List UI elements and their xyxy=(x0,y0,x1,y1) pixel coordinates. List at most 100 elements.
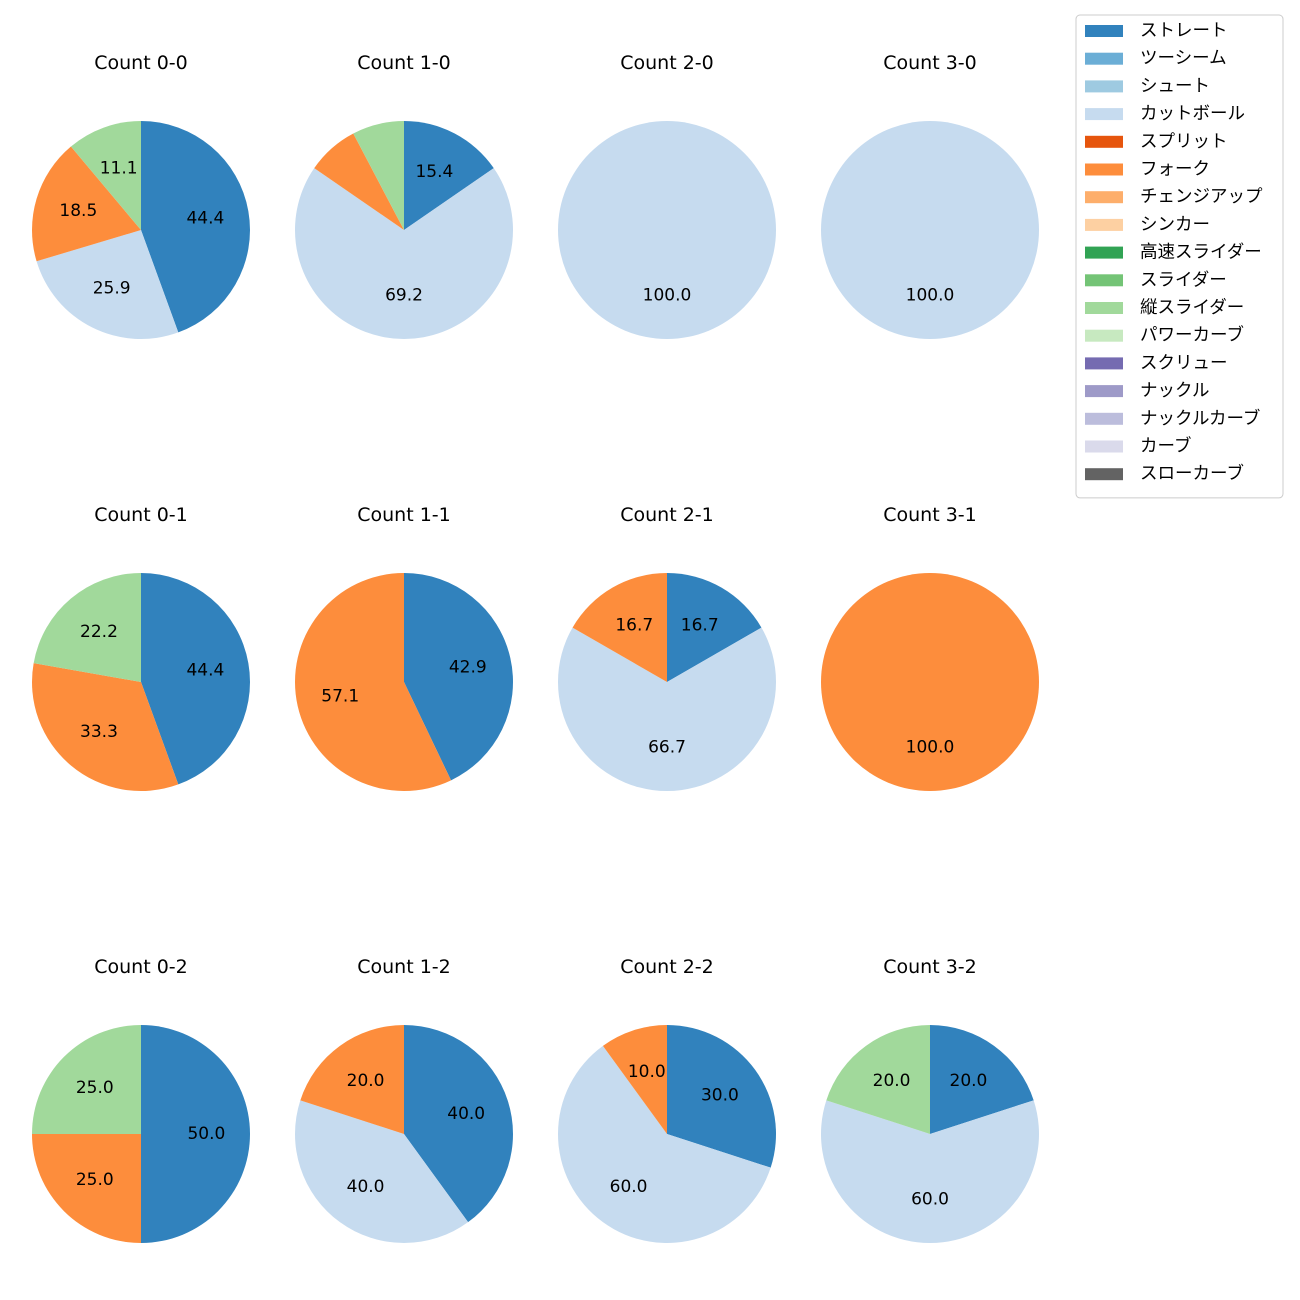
legend-label: フォーク xyxy=(1140,160,1210,180)
slice-フォーク xyxy=(314,133,404,230)
slice-カットボール xyxy=(36,230,179,339)
slice-label: 25.0 xyxy=(76,1078,114,1098)
legend: ストレートツーシームシュートカットボールスプリットフォークチェンジアップシンカー… xyxy=(1075,14,1284,499)
legend-swatch xyxy=(1085,52,1123,65)
slice-カットボール xyxy=(295,168,513,339)
slice-label: 50.0 xyxy=(187,1124,225,1144)
legend-item: シュート xyxy=(1085,76,1210,96)
pie-title: Count 1-1 xyxy=(357,504,451,526)
legend-swatch xyxy=(1085,274,1123,287)
legend-label: カーブ xyxy=(1140,436,1191,457)
slice-ストレート xyxy=(930,1025,1034,1134)
slice-label: 22.2 xyxy=(80,622,118,642)
pie-title: Count 0-0 xyxy=(94,52,188,74)
slice-ストレート xyxy=(141,121,250,333)
pie-count-3-0: Count 3-0 100.0 xyxy=(821,52,1039,339)
slice-カットボール xyxy=(557,627,776,791)
legend-label: 高速スライダー xyxy=(1140,243,1262,263)
slice-縦スライダー xyxy=(70,121,141,230)
slice-フォーク xyxy=(300,1025,404,1134)
legend-item: シンカー xyxy=(1085,215,1210,235)
slice-label: 100.0 xyxy=(906,737,955,757)
slice-label: 20.0 xyxy=(873,1071,911,1091)
legend-swatch xyxy=(1085,329,1123,342)
legend-label: シュート xyxy=(1140,76,1210,96)
pie-count-1-1: Count 1-1 42.9 57.1 xyxy=(295,504,513,791)
slice-label: 18.5 xyxy=(59,201,97,221)
slice-カットボール xyxy=(294,1100,469,1243)
pie-count-1-0: Count 1-0 15.4 69.2 xyxy=(295,52,513,339)
slice-label: 57.1 xyxy=(321,686,359,706)
slice-label: 44.4 xyxy=(186,209,224,229)
legend-label: シンカー xyxy=(1140,215,1210,235)
legend-item: スローカーブ xyxy=(1085,463,1244,484)
legend-item: ナックルカーブ xyxy=(1085,408,1260,429)
slice-label: 10.0 xyxy=(628,1062,666,1082)
pie-count-1-2: Count 1-2 40.0 40.0 20.0 xyxy=(294,956,513,1243)
slice-label: 69.2 xyxy=(385,285,423,305)
legend-label: チェンジアップ xyxy=(1140,187,1263,207)
slice-label: 100.0 xyxy=(643,285,692,305)
slice-縦スライダー xyxy=(353,120,404,230)
legend-item: スライダー xyxy=(1085,270,1227,290)
slice-フォーク xyxy=(32,146,141,262)
slice-ストレート xyxy=(404,1025,513,1223)
slice-label: 11.1 xyxy=(100,159,138,179)
legend-swatch xyxy=(1085,80,1123,93)
slice-ストレート xyxy=(667,573,762,682)
slice-label: 40.0 xyxy=(447,1104,485,1124)
slice-label: 20.0 xyxy=(950,1071,988,1091)
legend-swatch xyxy=(1085,302,1123,314)
slice-label: 60.0 xyxy=(911,1189,949,1209)
legend-swatch xyxy=(1085,412,1123,425)
slice-label: 20.0 xyxy=(347,1071,385,1091)
pie-title: Count 3-0 xyxy=(883,52,977,74)
pie-count-3-1: Count 3-1 100.0 xyxy=(821,504,1039,791)
slice-カットボール xyxy=(558,121,776,339)
pie-count-0-2: Count 0-2 50.0 25.0 25.0 xyxy=(32,956,250,1243)
legend-item: カットボール xyxy=(1085,104,1245,124)
slice-フォーク xyxy=(295,573,452,791)
legend-swatch xyxy=(1085,357,1123,370)
pie-title: Count 2-1 xyxy=(620,504,714,526)
legend-item: スプリット xyxy=(1085,132,1228,152)
legend-item: フォーク xyxy=(1085,160,1210,180)
pie-count-2-1: Count 2-1 16.7 66.7 16.7 xyxy=(557,504,776,791)
legend-swatch xyxy=(1085,135,1123,148)
legend-swatch xyxy=(1085,108,1123,121)
pie-title: Count 2-2 xyxy=(620,956,714,978)
slice-縦スライダー xyxy=(826,1025,930,1134)
pie-title: Count 3-2 xyxy=(883,956,977,978)
legend-label: 縦スライダー xyxy=(1140,298,1244,318)
slice-フォーク xyxy=(821,573,1039,791)
legend-item: ナックル xyxy=(1085,381,1209,401)
pie-title: Count 1-0 xyxy=(357,52,451,74)
legend-swatch xyxy=(1085,25,1123,37)
legend-label: カットボール xyxy=(1140,104,1245,124)
slice-カットボール xyxy=(558,1045,771,1243)
pie-count-2-2: Count 2-2 30.0 60.0 10.0 xyxy=(558,956,776,1243)
legend-item: チェンジアップ xyxy=(1085,187,1263,207)
pie-count-0-0: Count 0-0 44.4 25.9 18.5 11.1 xyxy=(32,52,250,339)
pie-count-0-1: Count 0-1 44.4 33.3 22.2 xyxy=(31,504,251,791)
pie-count-2-0: Count 2-0 100.0 xyxy=(558,52,776,339)
legend-swatch xyxy=(1085,385,1123,398)
slice-ストレート xyxy=(141,572,251,785)
legend-item: パワーカーブ xyxy=(1085,325,1244,346)
legend-swatch xyxy=(1085,440,1123,453)
legend-swatch xyxy=(1085,191,1123,204)
legend-swatch xyxy=(1085,246,1123,259)
legend-swatch xyxy=(1085,163,1123,176)
legend-swatch xyxy=(1085,468,1123,481)
legend-item: ストレート xyxy=(1085,21,1228,41)
legend-frame xyxy=(1075,14,1284,499)
legend-label: ツーシーム xyxy=(1140,49,1227,69)
pie-title: Count 0-2 xyxy=(94,956,188,978)
legend-label: ストレート xyxy=(1140,21,1228,41)
slice-カットボール xyxy=(820,1100,1039,1244)
legend-item: 高速スライダー xyxy=(1085,243,1262,263)
slice-縦スライダー xyxy=(33,573,141,682)
slice-label: 25.0 xyxy=(76,1170,114,1190)
slice-ストレート xyxy=(404,121,494,230)
